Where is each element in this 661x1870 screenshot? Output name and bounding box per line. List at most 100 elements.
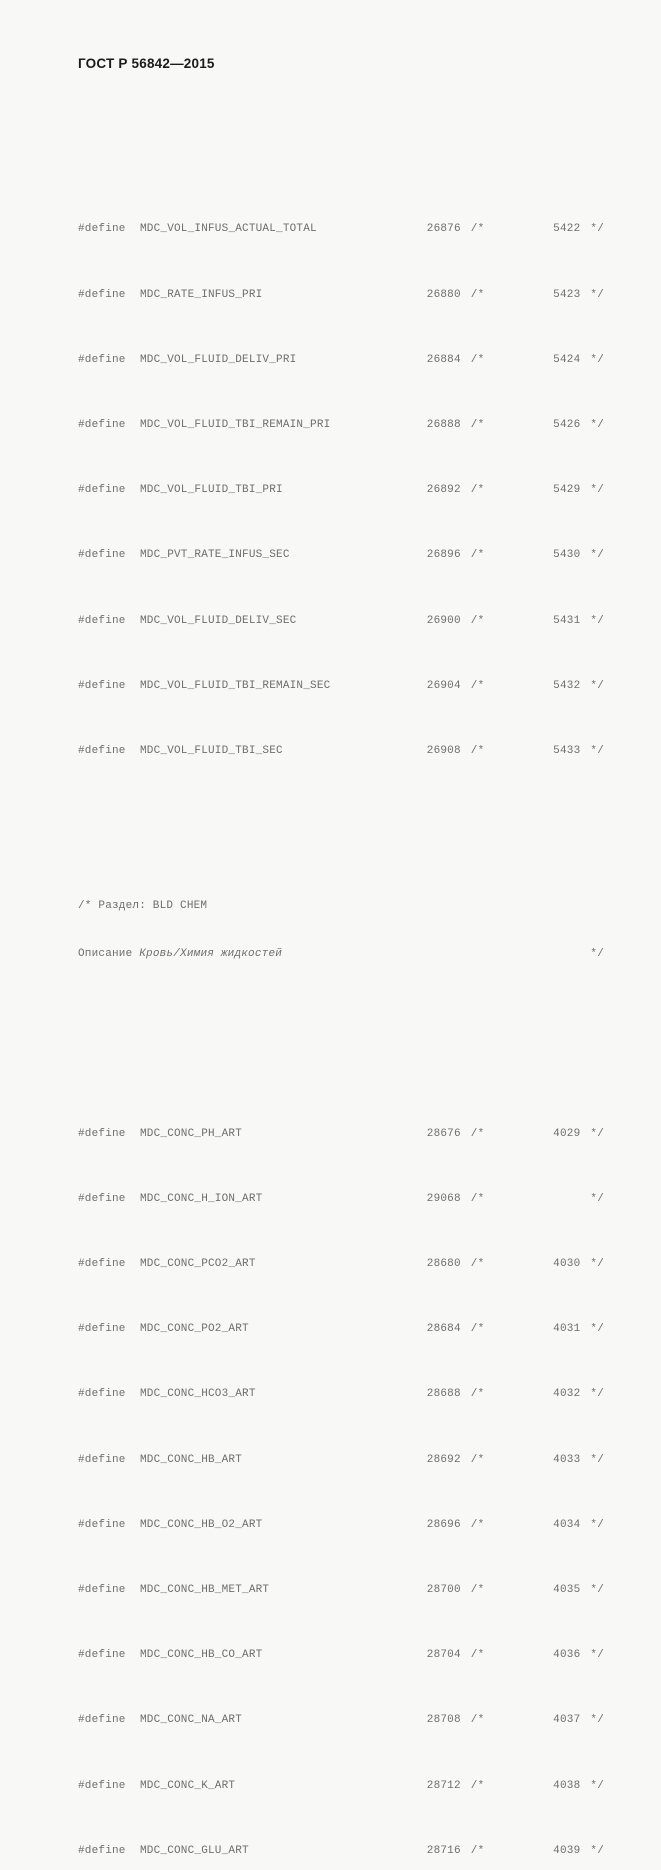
term-name: MDC_CONC_HB_CO_ART [140, 1649, 263, 1662]
comment-close: */ [590, 484, 604, 497]
define-block-infus: #define MDC_VOL_INFUS_ACTUAL_TOTAL 26876… [78, 156, 604, 792]
define-keyword: #define [78, 1714, 126, 1727]
term-ref-id: 5429 [553, 484, 581, 497]
comment-open: /* [470, 744, 485, 757]
comment-open: /* [470, 1388, 485, 1401]
code-line: #define MDC_PVT_RATE_INFUS_SEC 26896 /* … [78, 547, 604, 563]
term-name: MDC_VOL_FLUID_DELIV_PRI [140, 353, 297, 366]
comment-close: */ [590, 948, 604, 961]
term-ref-id: 4029 [553, 1127, 581, 1140]
comment-close: */ [590, 1388, 604, 1401]
term-ref-id: 4036 [553, 1649, 581, 1662]
code-line: #define MDC_VOL_INFUS_ACTUAL_TOTAL 26876… [78, 221, 604, 237]
define-keyword: #define [78, 353, 126, 366]
comment-close: */ [590, 1453, 604, 1466]
term-name: MDC_CONC_NA_ART [140, 1714, 243, 1727]
term-code: 28704 [426, 1649, 461, 1662]
term-ref-id: 4039 [553, 1844, 581, 1857]
code-line: #define MDC_VOL_FLUID_TBI_REMAIN_SEC 269… [78, 678, 604, 694]
comment-open: /* [470, 484, 485, 497]
comment-close: */ [590, 1584, 604, 1597]
term-code: 26888 [426, 418, 461, 431]
code-line: #define MDC_RATE_INFUS_PRI 26880 /* 5423… [78, 287, 604, 303]
term-code: 28696 [426, 1518, 461, 1531]
comment-open: /* [470, 223, 485, 236]
term-ref-id: 4037 [553, 1714, 581, 1727]
define-keyword: #define [78, 1453, 126, 1466]
define-keyword: #define [78, 1127, 126, 1140]
comment-open: /* [470, 1453, 485, 1466]
document-title: ГОСТ Р 56842—2015 [78, 56, 215, 71]
document-page: ГОСТ Р 56842—2015 #define MDC_VOL_INFUS_… [78, 56, 604, 1857]
term-code: 26904 [426, 679, 461, 692]
code-listing: #define MDC_VOL_INFUS_ACTUAL_TOTAL 26876… [78, 91, 604, 1870]
term-name: MDC_VOL_FLUID_DELIV_SEC [140, 614, 297, 627]
spacer [132, 946, 139, 962]
term-name: MDC_CONC_PH_ART [140, 1127, 243, 1140]
term-code: 28692 [426, 1453, 461, 1466]
term-ref-id: 5423 [553, 288, 581, 301]
term-ref-id: 5431 [553, 614, 581, 627]
term-name: MDC_CONC_HCO3_ART [140, 1388, 256, 1401]
term-name: MDC_VOL_FLUID_TBI_PRI [140, 484, 283, 497]
comment-open: /* [470, 353, 485, 366]
define-keyword: #define [78, 1779, 126, 1792]
term-code: 26900 [426, 614, 461, 627]
term-ref-id: 5433 [553, 744, 581, 757]
code-line: #define MDC_VOL_FLUID_TBI_SEC 26908 /* 5… [78, 743, 604, 759]
term-code: 28700 [426, 1584, 461, 1597]
code-line: #define MDC_CONC_HCO3_ART 28688 /* 4032 … [78, 1386, 604, 1402]
comment-close: */ [590, 1127, 604, 1140]
define-keyword: #define [78, 1323, 126, 1336]
comment-open: /* [470, 1714, 485, 1727]
code-line: #define MDC_VOL_FLUID_DELIV_SEC 26900 /*… [78, 613, 604, 629]
term-code: 26876 [426, 223, 461, 236]
comment-close: */ [590, 744, 604, 757]
define-keyword: #define [78, 418, 126, 431]
term-name: MDC_CONC_PCO2_ART [140, 1258, 256, 1271]
term-ref-id: 5426 [553, 418, 581, 431]
comment-close: */ [590, 418, 604, 431]
code-line: #define MDC_CONC_K_ART 28712 /* 4038 */ [78, 1778, 604, 1794]
term-ref-id: 5422 [553, 223, 581, 236]
code-line: #define MDC_CONC_HB_CO_ART 28704 /* 4036… [78, 1647, 604, 1663]
term-code: 26884 [426, 353, 461, 366]
comment-close: */ [590, 549, 604, 562]
comment-open: /* [470, 1192, 485, 1205]
define-keyword: #define [78, 1584, 126, 1597]
define-keyword: #define [78, 614, 126, 627]
define-keyword: #define [78, 1844, 126, 1857]
term-code: 29068 [426, 1192, 461, 1205]
term-ref-id: 4031 [553, 1323, 581, 1336]
define-keyword: #define [78, 744, 126, 757]
code-line: #define MDC_CONC_HB_O2_ART 28696 /* 4034… [78, 1517, 604, 1533]
code-line: #define MDC_CONC_GLU_ART 28716 /* 4039 *… [78, 1843, 604, 1859]
term-ref-id: 5424 [553, 353, 581, 366]
comment-open: /* [470, 614, 485, 627]
comment-open: /* [470, 288, 485, 301]
comment-close: */ [590, 679, 604, 692]
section-comment: /* Раздел: BLD CHEM Описание Кровь/Химия… [78, 865, 604, 995]
comment-open: /* [470, 1127, 485, 1140]
term-code: 28688 [426, 1388, 461, 1401]
code-line: #define MDC_VOL_FLUID_TBI_PRI 26892 /* 5… [78, 482, 604, 498]
term-ref-id: 5432 [553, 679, 581, 692]
define-keyword: #define [78, 288, 126, 301]
term-name: MDC_PVT_RATE_INFUS_SEC [140, 549, 290, 562]
define-keyword: #define [78, 1388, 126, 1401]
term-ref-id: 4035 [553, 1584, 581, 1597]
define-keyword: #define [78, 484, 126, 497]
comment-open: /* [470, 1584, 485, 1597]
code-line: #define MDC_CONC_PH_ART 28676 /* 4029 */ [78, 1126, 604, 1142]
term-ref-id: 5430 [553, 549, 581, 562]
comment-close: */ [590, 223, 604, 236]
define-keyword: #define [78, 549, 126, 562]
term-code: 28680 [426, 1258, 461, 1271]
section-comment-text: /* Раздел: BLD CHEM [78, 899, 208, 912]
define-keyword: #define [78, 223, 126, 236]
comment-open: /* [470, 1258, 485, 1271]
term-ref-id: 4038 [553, 1779, 581, 1792]
term-code: 28684 [426, 1323, 461, 1336]
comment-open: /* [470, 1779, 485, 1792]
comment-close: */ [590, 1518, 604, 1531]
